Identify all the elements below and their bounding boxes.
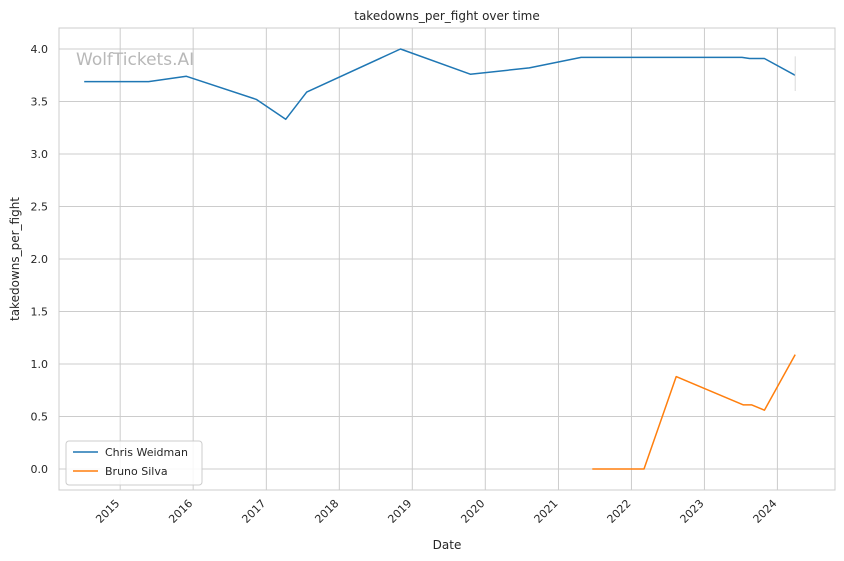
grid bbox=[59, 28, 835, 490]
legend-label-chris-weidman: Chris Weidman bbox=[105, 446, 188, 459]
x-tick-label: 2018 bbox=[312, 497, 341, 526]
legend: Chris Weidman Bruno Silva bbox=[65, 440, 203, 486]
y-tick-labels: 0.0 0.5 1.0 1.5 2.0 2.5 3.0 3.5 4.0 bbox=[31, 43, 49, 476]
y-tick-label: 0.0 bbox=[31, 463, 49, 476]
x-tick-label: 2015 bbox=[93, 497, 122, 526]
y-tick-label: 3.0 bbox=[31, 148, 49, 161]
y-tick-label: 1.5 bbox=[31, 306, 49, 319]
series-line-bruno-silva bbox=[592, 354, 796, 470]
y-tick-label: 1.0 bbox=[31, 358, 49, 371]
x-tick-labels: 2015 2016 2017 2018 2019 2020 2021 2022 2023 2024 bbox=[93, 497, 779, 526]
series-line-chris-weidman bbox=[84, 48, 796, 121]
y-tick-label: 4.0 bbox=[31, 43, 49, 56]
watermark: WolfTickets.AI bbox=[76, 50, 194, 70]
x-tick-label: 2021 bbox=[532, 497, 561, 526]
y-tick-label: 0.5 bbox=[31, 411, 49, 424]
x-tick-label: 2019 bbox=[385, 497, 414, 526]
plot-frame bbox=[58, 27, 836, 491]
x-tick-label: 2020 bbox=[458, 497, 487, 526]
chart-title: takedowns_per_fight over time bbox=[354, 9, 540, 23]
x-tick-label: 2023 bbox=[678, 497, 707, 526]
series-layer bbox=[84, 48, 796, 470]
y-axis-label: takedowns_per_fight bbox=[8, 197, 22, 321]
x-tick-label: 2024 bbox=[751, 497, 780, 526]
x-tick-label: 2022 bbox=[605, 497, 634, 526]
legend-box bbox=[65, 440, 203, 486]
y-tick-label: 3.5 bbox=[31, 96, 49, 109]
y-tick-label: 2.0 bbox=[31, 253, 49, 266]
y-tick-label: 2.5 bbox=[31, 201, 49, 214]
legend-label-bruno-silva: Bruno Silva bbox=[105, 465, 168, 478]
x-tick-label: 2017 bbox=[239, 497, 268, 526]
x-tick-label: 2016 bbox=[166, 497, 195, 526]
x-axis-label: Date bbox=[433, 538, 462, 552]
